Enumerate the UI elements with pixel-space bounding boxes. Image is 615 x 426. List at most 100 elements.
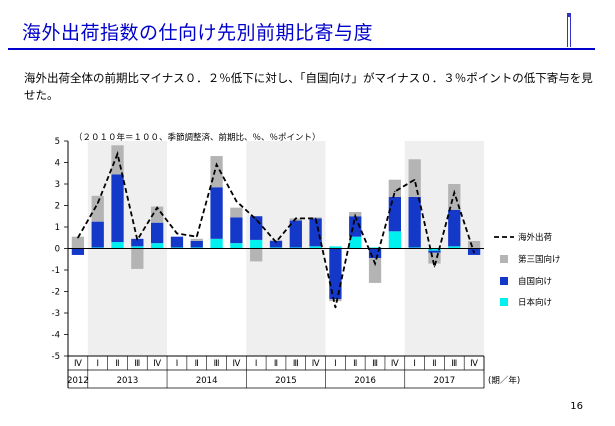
- x-axis-unit: (期／年): [488, 375, 520, 386]
- year-label-2013: 2013: [117, 376, 139, 386]
- bar-自国向け-3: [131, 238, 144, 247]
- bar-自国向け-17: [408, 196, 421, 248]
- quarter-label: Ⅱ: [353, 359, 357, 369]
- year-label-2012: 2012: [67, 376, 89, 386]
- bar-自国向け-6: [190, 240, 203, 248]
- line-point: [295, 217, 297, 219]
- y-tick-label: -1: [52, 266, 60, 276]
- quarter-label: Ⅲ: [134, 359, 140, 369]
- y-tick-label: 2: [55, 202, 60, 212]
- quarter-label: Ⅰ: [176, 359, 179, 369]
- line-point: [97, 202, 99, 204]
- quarter-label: Ⅳ: [470, 359, 478, 369]
- y-tick-label: 5: [55, 137, 60, 147]
- quarter-label: Ⅰ: [96, 359, 99, 369]
- bar-第三国向け-13: [329, 299, 342, 302]
- legend-label-海外出荷: 海外出荷: [518, 232, 553, 243]
- bar-自国向け-5: [170, 236, 184, 248]
- line-point: [275, 241, 277, 243]
- line-point: [235, 200, 237, 202]
- quarter-label: Ⅰ: [334, 359, 337, 369]
- quarter-label: Ⅲ: [451, 359, 457, 369]
- line-point: [354, 215, 356, 217]
- bar-日本向け-15: [368, 247, 382, 249]
- bar-自国向け-12: [309, 218, 322, 247]
- bar-第三国向け-2: [111, 145, 124, 175]
- line-point: [156, 207, 158, 209]
- bar-日本向け-3: [131, 246, 144, 249]
- bar-自国向け-4: [151, 222, 164, 244]
- line-point: [433, 266, 436, 268]
- line-point: [176, 232, 178, 235]
- bar-日本向け-8: [230, 243, 243, 249]
- quarter-label: Ⅲ: [372, 359, 378, 369]
- bar-日本向け-18: [428, 248, 441, 251]
- corner-decoration: [567, 13, 589, 47]
- year-label-2015: 2015: [275, 376, 297, 386]
- line-point: [255, 218, 257, 221]
- y-tick-label: -4: [52, 331, 60, 341]
- line-point: [215, 164, 218, 166]
- quarter-label: Ⅰ: [255, 359, 258, 369]
- bar-第三国向け-7: [210, 156, 223, 188]
- legend-label-自国向け: 自国向け: [518, 276, 552, 287]
- bar-第三国向け-15: [368, 258, 382, 283]
- y-tick-label: 1: [55, 223, 60, 233]
- quarter-label: Ⅱ: [115, 359, 119, 369]
- line-point: [196, 236, 198, 238]
- bar-日本向け-14: [349, 236, 362, 249]
- line-point: [116, 153, 119, 155]
- year-label-2014: 2014: [196, 376, 218, 386]
- year-label-2017: 2017: [434, 376, 456, 386]
- y-tick-label: -5: [52, 352, 60, 362]
- y-tick-label: 0: [55, 245, 60, 255]
- quarter-label: Ⅲ: [214, 359, 220, 369]
- bar-自国向け-19: [448, 209, 461, 247]
- quarter-label: Ⅲ: [293, 359, 299, 369]
- bar-第三国向け-20: [467, 240, 481, 249]
- quarter-label: Ⅰ: [413, 359, 416, 369]
- bar-日本向け-17: [408, 247, 421, 249]
- bar-日本向け-7: [210, 238, 223, 249]
- bar-第三国向け-1: [91, 195, 104, 222]
- bar-日本向け-9: [250, 239, 263, 249]
- quarter-label: Ⅳ: [74, 359, 82, 369]
- bar-日本向け-19: [448, 246, 461, 249]
- legend-swatch-第三国向け: [500, 255, 508, 263]
- line-point: [77, 237, 79, 239]
- page-number: 16: [570, 401, 583, 412]
- bar-自国向け-0: [71, 248, 85, 255]
- line-point: [136, 239, 138, 241]
- title-rule: [8, 48, 595, 50]
- bar-日本向け-1: [91, 247, 104, 249]
- quarter-label: Ⅳ: [312, 359, 320, 369]
- bar-日本向け-13: [329, 246, 342, 249]
- bar-第三国向け-10: [269, 239, 283, 241]
- slide-title: 海外出荷指数の仕向け先別前期比寄与度: [22, 22, 374, 44]
- bar-日本向け-2: [111, 242, 124, 249]
- legend-label-第三国向け: 第三国向け: [518, 254, 561, 265]
- line-point: [453, 192, 455, 194]
- bar-日本向け-11: [289, 247, 302, 249]
- bar-自国向け-8: [230, 217, 243, 244]
- bar-marks: [71, 145, 481, 302]
- bar-自国向け-13: [329, 248, 342, 300]
- bar-自国向け-15: [368, 248, 382, 259]
- year-label-2016: 2016: [354, 376, 376, 386]
- bar-第三国向け-6: [190, 238, 203, 241]
- bar-自国向け-10: [269, 240, 283, 248]
- line-point: [334, 307, 337, 309]
- line-point: [315, 217, 317, 219]
- line-point: [473, 252, 475, 254]
- bar-自国向け-7: [210, 187, 223, 239]
- bar-第三国向け-4: [151, 206, 164, 223]
- chart-units-note: （２０１０年＝１００、季節調整済、前期比、％、％ポイント）: [74, 133, 321, 143]
- legend-swatch-日本向け: [500, 298, 508, 306]
- line-point: [394, 190, 396, 193]
- bar-第三国向け-18: [428, 252, 441, 264]
- y-tick-label: -2: [52, 288, 60, 298]
- bar-第三国向け-17: [408, 159, 421, 197]
- bar-日本向け-6: [190, 247, 203, 249]
- legend-label-日本向け: 日本向け: [518, 297, 552, 308]
